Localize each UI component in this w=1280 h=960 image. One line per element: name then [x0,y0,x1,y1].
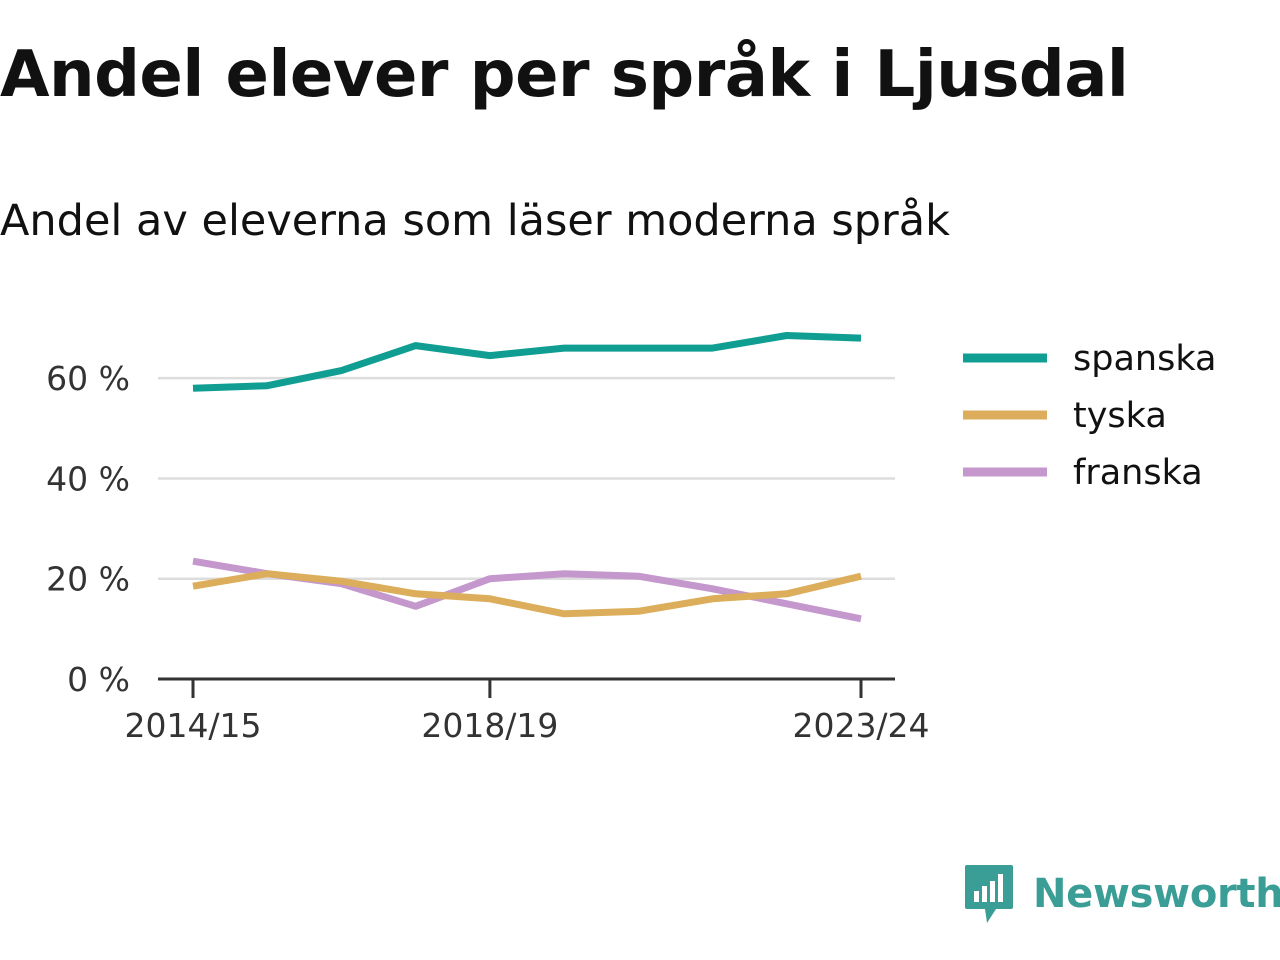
chart-title: Andel elever per språk i Ljusdal [0,38,1129,112]
y-tick-label: 0 % [67,660,130,699]
y-tick-label: 40 % [46,459,130,498]
x-tick-label: 2023/24 [792,706,929,745]
y-tick-label: 60 % [46,359,130,398]
grid-lines [158,376,895,580]
series-line-franska [192,557,862,623]
legend-label-franska: franska [1073,453,1203,493]
series-line-spanska [192,332,862,392]
legend-label-spanska: spanska [1073,339,1216,379]
newsworthy-logo-icon [965,865,1013,923]
x-axis: 2014/15 2018/19 2023/24 [124,677,930,745]
y-tick-label: 20 % [46,560,130,599]
brand-name: Newsworthy [1033,871,1280,917]
y-axis-ticks: 0 % 20 % 40 % 60 % [46,359,130,699]
series-line-tyska [192,570,862,618]
series-lines [192,332,862,623]
x-tick-label: 2018/19 [421,706,558,745]
brand-logo: Newsworthy [963,862,1280,926]
legend: spanska tyska franska [963,339,1216,493]
x-tick-label: 2014/15 [124,706,261,745]
chart-subtitle: Andel av eleverna som läser moderna språ… [0,196,950,246]
legend-label-tyska: tyska [1073,396,1167,436]
